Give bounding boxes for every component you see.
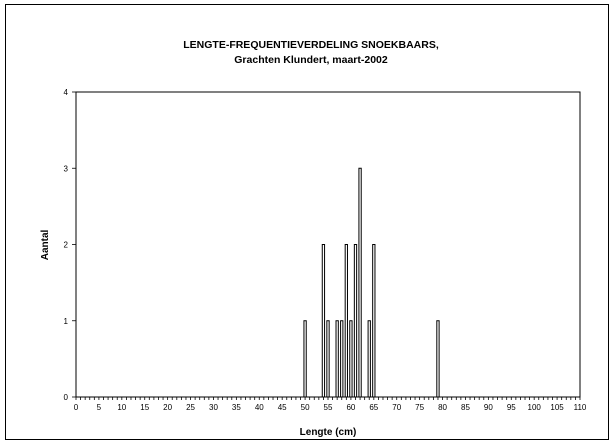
bar-61cm — [353, 244, 358, 398]
x-tick-label: 35 — [232, 403, 241, 412]
x-tick-label: 80 — [438, 403, 447, 412]
x-tick-label: 50 — [301, 403, 310, 412]
x-tick-label: 90 — [484, 403, 493, 412]
x-tick-label: 10 — [117, 403, 126, 412]
y-tick-label: 1 — [64, 317, 69, 326]
bar-60cm — [349, 320, 353, 398]
x-axis-ticks: 0 5 10 15 20 25 30 35 40 45 50 55 60 65 70 75 80 85 90 95 10… — [74, 397, 587, 412]
bar-54cm — [321, 244, 326, 398]
y-tick-label: 0 — [64, 393, 69, 402]
x-tick-label: 70 — [392, 403, 401, 412]
chart-frame: LENGTE-FREQUENTIEVERDELING SNOEKBAARS, G… — [5, 4, 609, 440]
x-tick-label: 65 — [369, 403, 378, 412]
x-tick-label: 30 — [209, 403, 218, 412]
x-tick-label: 85 — [461, 403, 470, 412]
bar-59cm — [344, 244, 348, 398]
bar-62cm — [358, 167, 362, 398]
y-axis-ticks: 0 1 2 3 4 — [64, 88, 76, 402]
bar-57cm — [335, 320, 339, 398]
x-tick-label: 105 — [550, 403, 564, 412]
x-tick-label: 45 — [278, 403, 287, 412]
bar-50cm — [303, 320, 307, 398]
bar-79cm — [436, 320, 440, 398]
x-tick-label: 5 — [97, 403, 102, 412]
x-tick-label: 100 — [528, 403, 542, 412]
x-tick-label: 25 — [186, 403, 195, 412]
x-tick-label: 55 — [324, 403, 333, 412]
bar-58cm — [340, 320, 344, 398]
x-tick-label: 20 — [163, 403, 172, 412]
bar-65cm — [372, 244, 376, 398]
bar-64cm — [367, 320, 371, 398]
bar-chart: LENGTE-FREQUENTIEVERDELING SNOEKBAARS, G… — [40, 39, 587, 438]
y-tick-label: 4 — [64, 88, 69, 97]
x-tick-label: 110 — [574, 403, 587, 412]
x-tick-label: 0 — [74, 403, 79, 412]
y-tick-label: 2 — [64, 241, 69, 250]
y-tick-label: 3 — [64, 164, 69, 173]
bar-55cm — [326, 320, 330, 398]
x-tick-label: 40 — [255, 403, 264, 412]
chart-subtitle: Grachten Klundert, maart-2002 — [234, 54, 388, 66]
x-tick-label: 15 — [140, 403, 149, 412]
x-tick-label: 95 — [507, 403, 516, 412]
x-tick-label: 75 — [415, 403, 424, 412]
y-axis-label: Aantal — [40, 229, 51, 260]
x-axis-label: Lengte (cm) — [300, 427, 357, 438]
x-tick-label: 60 — [346, 403, 355, 412]
chart-title: LENGTE-FREQUENTIEVERDELING SNOEKBAARS, — [183, 39, 439, 51]
